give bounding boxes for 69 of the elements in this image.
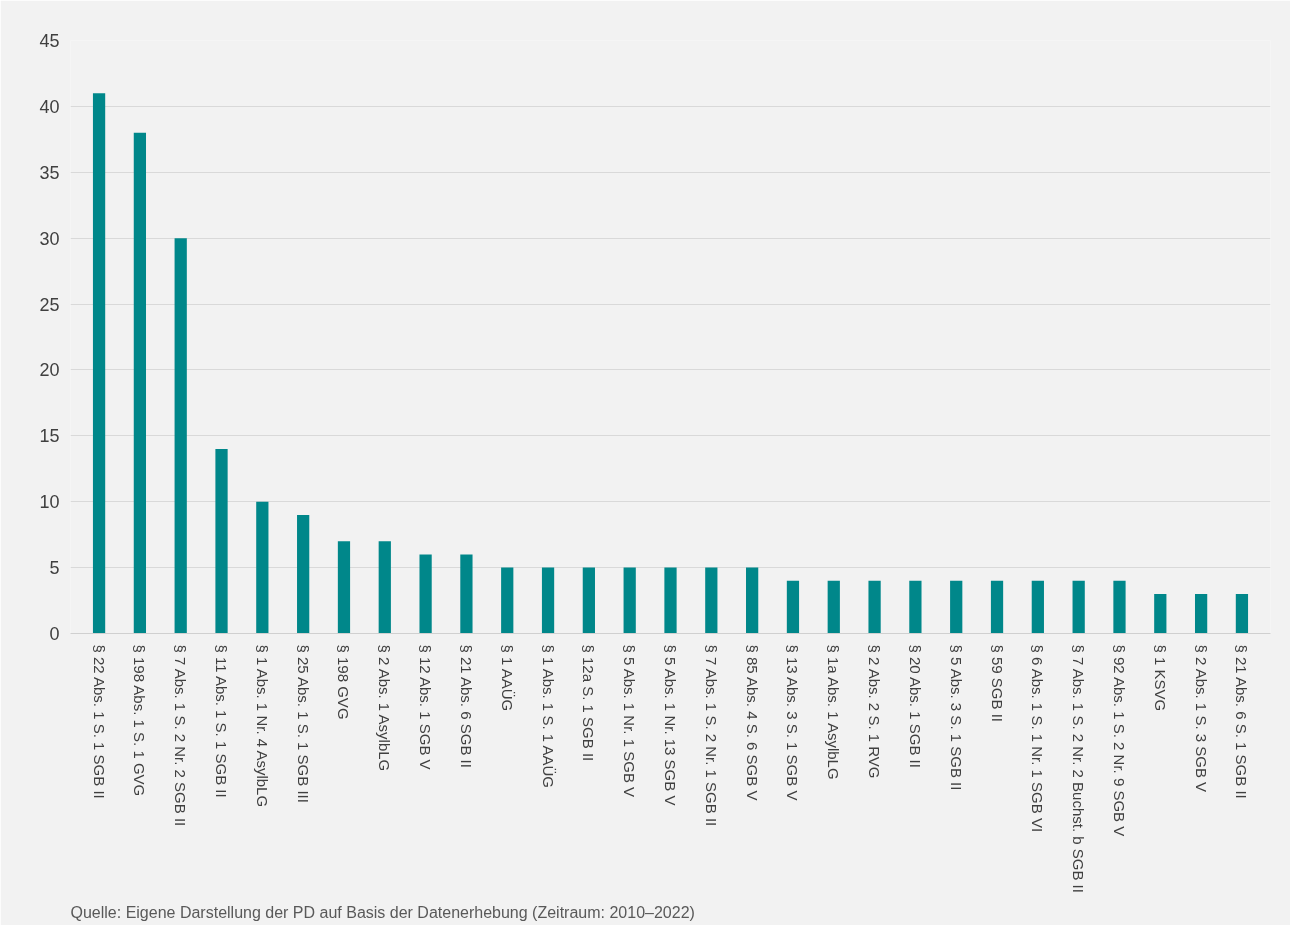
x-tick-label: § 12 Abs. 1 SGB V	[417, 644, 435, 770]
y-tick-label: 5	[49, 558, 60, 579]
source-note: Quelle: Eigene Darstellung der PD auf Basis der Datenerhebung (Zeitraum: 2010–2022)	[70, 903, 695, 921]
x-tick-label: § 1 KSVG	[1151, 644, 1169, 712]
bar	[827, 580, 840, 634]
bar	[582, 567, 595, 634]
x-tick-label: § 198 Abs. 1 S. 1 GVG	[131, 644, 149, 797]
bar	[1154, 593, 1167, 634]
bar	[337, 541, 351, 634]
x-tick-label: § 5 Abs. 1 Nr. 13 SGB V	[662, 644, 679, 806]
bar	[133, 132, 147, 634]
x-tick-label: § 85 Abs. 4 S. 6 SGB V	[743, 644, 761, 801]
x-tick-label: § 1 AAÜG	[498, 644, 516, 712]
x-tick-label: § 7 Abs. 1 S. 2 Nr. 1 SGB II	[702, 644, 720, 827]
y-tick-label: 0	[49, 624, 60, 644]
y-tick-label: 20	[39, 360, 60, 381]
bar	[786, 580, 800, 634]
bar	[460, 554, 473, 634]
x-tick-label: § 5 Abs. 1 Nr. 1 SGB V	[621, 644, 639, 798]
x-tick-label: § 13 Abs. 3 S. 1 SGB V	[784, 644, 802, 801]
bar	[541, 567, 555, 634]
bar	[419, 554, 432, 634]
bar	[501, 567, 514, 634]
bar	[1031, 580, 1044, 634]
bar	[664, 567, 677, 634]
bar	[378, 541, 391, 634]
x-tick-label: § 21 Abs. 6 S. 1 SGB II	[1233, 644, 1251, 799]
bar	[746, 567, 759, 634]
bar	[909, 580, 922, 634]
y-tick-label: 25	[39, 294, 60, 315]
y-tick-label: 10	[39, 492, 60, 513]
x-tick-label: § 2 Abs. 1 AsylbLG	[376, 644, 394, 772]
bar	[990, 580, 1004, 634]
y-tick-label: 45	[39, 31, 60, 51]
x-tick-label: § 25 Abs. 1 S. 1 SGB III	[294, 644, 312, 803]
bar	[705, 567, 718, 634]
x-tick-label: § 22 Abs. 1 S. 1 SGB II	[90, 644, 108, 799]
bar	[297, 514, 310, 634]
bar	[92, 93, 106, 634]
x-tick-label: § 2 Abs. 1 S. 3 SGB V	[1192, 644, 1210, 793]
x-tick-label: § 1 Abs. 1 S. 1 AAÜG	[539, 644, 557, 788]
x-tick-label: § 198 GVG	[335, 644, 353, 720]
x-tick-label: § 2 Abs. 2 S. 1 RVG	[866, 644, 884, 779]
x-tick-label: § 59 SGB II	[988, 644, 1006, 723]
x-tick-label: § 5 Abs. 3 S. 1 SGB II	[947, 644, 965, 791]
bar	[623, 567, 636, 634]
bar	[215, 449, 228, 634]
bar	[174, 238, 187, 634]
x-tick-label: § 1a Abs. 1 AsylbLG	[825, 644, 843, 780]
bar	[1235, 593, 1249, 634]
bar	[868, 580, 881, 634]
y-tick-label: 40	[39, 96, 60, 117]
x-tick-label: § 7 Abs. 1 S. 2 Nr. 2 Buchst. b SGB II	[1070, 644, 1088, 893]
bar	[256, 501, 269, 634]
y-tick-label: 30	[39, 228, 60, 249]
y-tick-label: 35	[39, 162, 60, 183]
x-tick-label: § 7 Abs. 1 S. 2 Nr. 2 SGB II	[172, 644, 190, 827]
x-tick-label: § 92 Abs. 1 S. 2 Nr. 9 SGB V	[1110, 644, 1128, 837]
bar	[1072, 580, 1085, 634]
x-tick-label: § 11 Abs. 1 S. 1 SGB II	[213, 644, 231, 798]
x-tick-label: § 1 Abs. 1 Nr. 4 AsylbLG	[253, 644, 271, 808]
bar	[950, 580, 963, 634]
bar	[1113, 580, 1126, 634]
x-tick-label: § 21 Abs. 6 SGB II	[457, 644, 475, 768]
x-tick-label: § 20 Abs. 1 SGB II	[906, 644, 924, 768]
y-tick-label: 15	[39, 426, 60, 447]
bar	[1194, 593, 1208, 634]
x-tick-label: § 6 Abs. 1 S. 1 Nr. 1 SGB VI	[1029, 644, 1047, 833]
x-tick-label: § 12a S. 1 SGB II	[580, 644, 598, 762]
